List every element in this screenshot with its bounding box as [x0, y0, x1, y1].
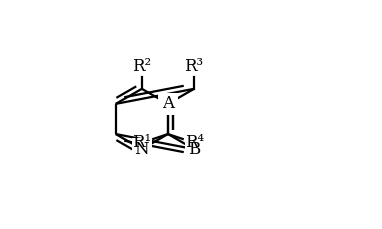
Text: R²: R² [132, 58, 151, 75]
Text: A: A [162, 95, 174, 112]
Text: R¹: R¹ [131, 134, 151, 152]
Text: B: B [188, 141, 200, 158]
Text: R⁴: R⁴ [185, 134, 204, 152]
Text: R³: R³ [185, 58, 204, 75]
Text: N: N [161, 95, 175, 112]
Text: N: N [134, 141, 149, 158]
